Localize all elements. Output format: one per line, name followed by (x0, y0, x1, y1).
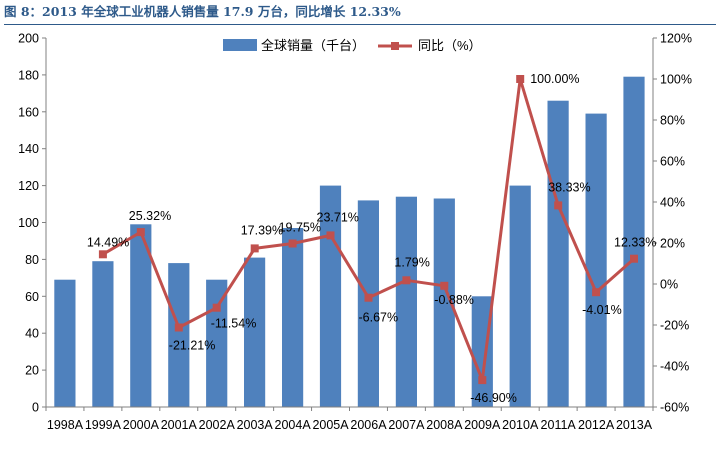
x-tick-label: 2012A (578, 418, 615, 432)
data-label-2013A: 12.33% (614, 236, 656, 250)
y-left-tick-label: 0 (32, 401, 39, 415)
yoy-point-2007A (402, 276, 411, 285)
y-left-tick-label: 180 (18, 68, 39, 82)
x-tick-label: 2010A (502, 418, 539, 432)
data-label-2009A: -46.90% (470, 391, 517, 405)
x-tick-label: 2004A (275, 418, 312, 432)
yoy-point-2006A (364, 293, 373, 302)
bar-series (54, 76, 645, 407)
data-label-2006A: -6.67% (359, 311, 399, 325)
x-tick-label: 2009A (464, 418, 501, 432)
y-right-tick-label: 0% (660, 278, 678, 292)
bar-2004A (282, 228, 304, 407)
axes: 0 20 40 60 80 100 120 140 160 180 200 -60% -40% -20% 0… (18, 32, 692, 433)
x-tick-label: 2013A (616, 418, 653, 432)
x-tick-label: 2007A (388, 418, 425, 432)
y-left-tick-label: 80 (25, 253, 39, 267)
yoy-point-1999A (98, 250, 107, 259)
y-right-tick-label: 120% (660, 32, 692, 46)
bar-2003A (244, 257, 266, 407)
y-right-tick-label: 40% (660, 196, 685, 210)
y-left-tick-label: 140 (18, 142, 39, 156)
x-tick-label: 2003A (237, 418, 274, 432)
bar-2010A (509, 185, 531, 407)
y-right-tick-label: -60% (660, 401, 689, 415)
data-label-2011A: 38.33% (548, 180, 590, 194)
legend-bar-label: 全球销量（千台） (261, 38, 365, 53)
data-label-2007A: 1.79% (394, 255, 429, 269)
data-labels: 14.49%25.32% -21.21% -11.54% 17.39%19.75%23… (87, 72, 657, 405)
bar-2007A (395, 196, 417, 407)
y-right-tick-label: 60% (660, 155, 685, 169)
bar-2013A (623, 76, 645, 407)
yoy-point-2003A (250, 244, 259, 253)
x-tick-label: 2005A (312, 418, 349, 432)
legend-line-marker (391, 42, 399, 50)
yoy-point-2004A (288, 239, 297, 248)
x-tick-label: 2000A (123, 418, 160, 432)
data-label-2002A: -11.54% (211, 317, 257, 331)
data-label-2000A: 25.32% (129, 209, 171, 223)
bar-1999A (92, 261, 114, 407)
yoy-point-2001A (174, 323, 183, 332)
figure-caption: 图 8：2013 年全球工业机器人销售量 17.9 万台，同比增长 12.33% (4, 2, 716, 25)
yoy-point-2011A (554, 201, 563, 210)
y-right-tick-label: 80% (660, 114, 685, 128)
y-left-tick-label: 60 (25, 290, 39, 304)
data-label-1999A: 14.49% (87, 235, 129, 249)
data-label-2003A: 17.39% (241, 223, 283, 237)
legend-line-label: 同比（%） (418, 38, 482, 53)
yoy-point-2012A (592, 288, 601, 297)
y-left-tick-label: 200 (18, 32, 39, 46)
y-right-tick-label: 100% (660, 73, 692, 87)
legend-bar-swatch (223, 39, 257, 51)
data-label-2008A: -0.88% (434, 293, 474, 307)
yoy-point-2008A (440, 281, 449, 290)
data-label-2005A: 23.71% (317, 210, 359, 224)
data-label-2012A: -4.01% (582, 303, 622, 317)
bar-2001A (168, 263, 190, 407)
bar-2005A (319, 185, 342, 407)
yoy-point-2000A (136, 228, 145, 237)
bar-2009A (471, 296, 493, 407)
x-tick-label: 2001A (161, 418, 198, 432)
bar-1998A (54, 279, 76, 407)
bar-2008A (433, 198, 455, 407)
data-label-2010A: 100.00% (530, 72, 579, 86)
y-left-tick-label: 120 (18, 179, 39, 193)
x-tick-label: 1999A (85, 418, 122, 432)
data-label-2004A: 19.75% (279, 221, 321, 235)
yoy-point-2005A (326, 231, 335, 240)
x-tick-label: 2011A (541, 418, 577, 432)
x-tick-label: 1998A (47, 418, 84, 432)
bar-2000A (130, 224, 152, 407)
bar-2011A (547, 100, 569, 407)
x-tick-label: 2008A (426, 418, 463, 432)
y-left-tick-label: 20 (25, 364, 39, 378)
yoy-point-2013A (630, 254, 638, 263)
y-right-tick-label: -40% (660, 360, 689, 374)
bar-2012A (585, 113, 607, 407)
yoy-point-2002A (212, 303, 221, 312)
x-tick-label: 2002A (199, 418, 236, 432)
y-left-tick-label: 100 (18, 216, 39, 230)
y-right-tick-label: 20% (660, 237, 685, 251)
legend: 全球销量（千台） 同比（%） (223, 38, 482, 53)
y-left-tick-label: 40 (25, 327, 39, 341)
yoy-point-2010A (516, 75, 525, 83)
x-tick-label: 2006A (350, 418, 387, 432)
data-label-2001A: -21.21% (169, 339, 216, 353)
yoy-point-2009A (478, 376, 487, 385)
y-left-tick-label: 160 (18, 105, 39, 119)
bar-2006A (357, 200, 379, 407)
y-right-tick-label: -20% (660, 319, 689, 333)
line-series (98, 75, 638, 385)
